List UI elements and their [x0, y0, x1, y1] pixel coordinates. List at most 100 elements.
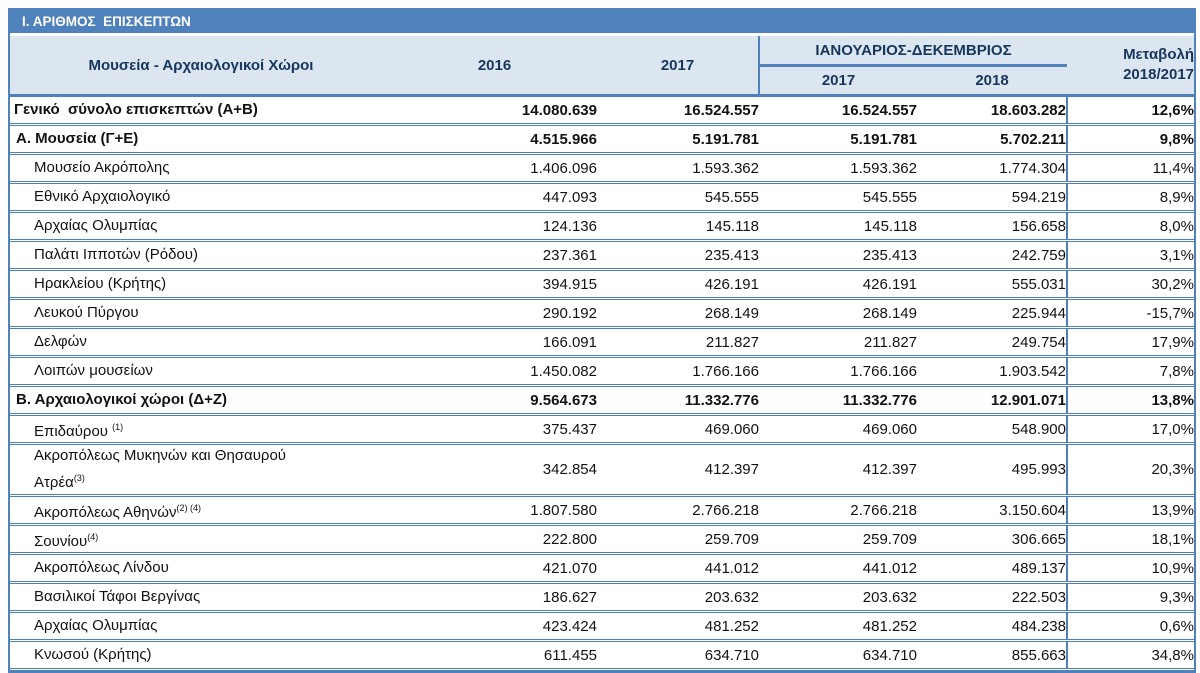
col-2017: 481.252	[597, 611, 759, 642]
col-change: 30,2%	[1066, 269, 1194, 300]
table-header: Μουσεία - Αρχαιολογικοί Χώροι 2016 2017 …	[10, 36, 1194, 97]
col-2017: 634.710	[597, 640, 759, 671]
row-label: Β. Αρχαιολογικοί χώροι (Δ+Ζ)	[10, 385, 392, 416]
col-2016: 611.455	[392, 640, 597, 671]
row-label: Επιδαύρου (1)	[10, 414, 392, 445]
table-row: Β. Αρχαιολογικοί χώροι (Δ+Ζ) 9.564.673 11.…	[10, 385, 1194, 416]
col-jd-2017: 235.413	[759, 240, 917, 271]
col-2017: 441.012	[597, 553, 759, 584]
col-2016: 4.515.966	[392, 124, 597, 155]
table-row: Παλάτι Ιπποτών (Ρόδου) 237.361 235.413 235.…	[10, 240, 1194, 271]
table-row: Α. Μουσεία (Γ+Ε) 4.515.966 5.191.781 5.191.…	[10, 124, 1194, 155]
col-change: 17,0%	[1066, 414, 1194, 445]
col-jd-2018: 156.658	[917, 211, 1067, 242]
col-2016: 9.564.673	[392, 385, 597, 416]
table-row: Επιδαύρου (1) 375.437 469.060 469.060 548.90…	[10, 414, 1194, 445]
table-row: Αρχαίας Ολυμπίας 124.136 145.118 145.118 156…	[10, 211, 1194, 242]
col-2017: 235.413	[597, 240, 759, 271]
col-change: 13,8%	[1066, 385, 1194, 416]
col-jd-2018: 5.702.211	[917, 124, 1067, 155]
col-2016: 124.136	[392, 211, 597, 242]
table-row: Αρχαίας Ολυμπίας 423.424 481.252 481.252 484…	[10, 611, 1194, 642]
column-group-january-december: ΙΑΝΟΥΑΡΙΟΣ-ΔΕΚΕΜΒΡΙΟΣ	[758, 36, 1067, 67]
col-2016: 423.424	[392, 611, 597, 642]
col-jd-2017: 481.252	[759, 611, 917, 642]
col-2017: 412.397	[597, 443, 759, 497]
col-jd-2018: 249.754	[917, 327, 1067, 358]
col-jd-2018: 225.944	[917, 298, 1067, 329]
col-2016: 342.854	[392, 443, 597, 497]
change-period: 2018/2017	[1123, 66, 1194, 83]
col-2016: 447.093	[392, 182, 597, 213]
col-2016: 1.450.082	[392, 356, 597, 387]
row-label: Λοιπών μουσείων	[10, 356, 392, 387]
col-jd-2018: 3.150.604	[917, 495, 1067, 526]
col-change: 0,6%	[1066, 611, 1194, 642]
col-2017: 1.766.166	[597, 356, 759, 387]
col-jd-2017: 11.332.776	[759, 385, 917, 416]
col-change: 3,1%	[1066, 240, 1194, 271]
col-2016: 1.406.096	[392, 153, 597, 184]
col-2017: 11.332.776	[597, 385, 759, 416]
col-jd-2017: 145.118	[759, 211, 917, 242]
table-row: Ακροπόλεως Λίνδου 421.070 441.012 441.012 48…	[10, 553, 1194, 584]
col-jd-2017: 634.710	[759, 640, 917, 671]
col-change: 12,6%	[1066, 95, 1194, 126]
section-title-banner: Ι. ΑΡΙΘΜΟΣ ΕΠΙΣΚΕΠΤΩΝ	[10, 10, 1194, 35]
table-row: Λευκού Πύργου 290.192 268.149 268.149 225.94…	[10, 298, 1194, 329]
column-subheader-jd-2018: 2018	[917, 65, 1067, 97]
table-row: Γενικό σύνολο επισκεπτών (Α+Β) 14.080.639…	[10, 95, 1194, 126]
col-jd-2018: 306.665	[917, 524, 1067, 555]
col-change: 8,0%	[1066, 211, 1194, 242]
column-subheader-jd-2017: 2017	[758, 65, 917, 97]
row-label: Αρχαίας Ολυμπίας	[10, 211, 392, 242]
col-jd-2017: 5.191.781	[759, 124, 917, 155]
change-label: Μεταβολή	[1123, 46, 1194, 63]
col-jd-2018: 555.031	[917, 269, 1067, 300]
table-row: Βασιλικοί Τάφοι Βεργίνας 186.627 203.632 20…	[10, 582, 1194, 613]
col-jd-2017: 412.397	[759, 443, 917, 497]
visitors-table-panel: Ι. ΑΡΙΘΜΟΣ ΕΠΙΣΚΕΠΤΩΝ Μουσεία - Αρχαιολο…	[8, 8, 1196, 673]
col-change: 11,4%	[1066, 153, 1194, 184]
col-jd-2018: 18.603.282	[917, 95, 1067, 126]
row-label: Ακροπόλεως Λίνδου	[10, 553, 392, 584]
col-change: 8,9%	[1066, 182, 1194, 213]
column-header-name: Μουσεία - Αρχαιολογικοί Χώροι	[10, 36, 392, 97]
col-jd-2017: 268.149	[759, 298, 917, 329]
col-jd-2018: 242.759	[917, 240, 1067, 271]
col-jd-2017: 211.827	[759, 327, 917, 358]
row-label: Γενικό σύνολο επισκεπτών (Α+Β)	[10, 95, 392, 126]
col-change: 9,8%	[1066, 124, 1194, 155]
column-header-change: Μεταβολή 2018/2017	[1067, 36, 1194, 97]
table-row: Ακροπόλεως Αθηνών(2) (4) 1.807.580 2.766.2…	[10, 495, 1194, 526]
col-2017: 16.524.557	[597, 95, 759, 126]
column-header-2016: 2016	[392, 36, 597, 97]
table-row: Εθνικό Αρχαιολογικό 447.093 545.555 545.555…	[10, 182, 1194, 213]
col-2016: 186.627	[392, 582, 597, 613]
col-2016: 14.080.639	[392, 95, 597, 126]
table-row: Δελφών 166.091 211.827 211.827 249.754 17,9%	[10, 327, 1194, 358]
col-change: 20,3%	[1066, 443, 1194, 497]
row-label: Σουνίου(4)	[10, 524, 392, 555]
col-jd-2017: 259.709	[759, 524, 917, 555]
table-row: Ηρακλείου (Κρήτης) 394.915 426.191 426.191 5…	[10, 269, 1194, 300]
col-jd-2017: 441.012	[759, 553, 917, 584]
row-label: Δελφών	[10, 327, 392, 358]
col-2016: 1.807.580	[392, 495, 597, 526]
col-jd-2018: 222.503	[917, 582, 1067, 613]
col-jd-2018: 1.774.304	[917, 153, 1067, 184]
col-jd-2018: 12.901.071	[917, 385, 1067, 416]
col-2017: 203.632	[597, 582, 759, 613]
table-body: Γενικό σύνολο επισκεπτών (Α+Β) 14.080.639…	[10, 95, 1194, 671]
col-jd-2018: 594.219	[917, 182, 1067, 213]
col-jd-2017: 1.593.362	[759, 153, 917, 184]
col-jd-2018: 495.993	[917, 443, 1067, 497]
visitors-table: Μουσεία - Αρχαιολογικοί Χώροι 2016 2017 …	[10, 36, 1194, 671]
col-change: 10,9%	[1066, 553, 1194, 584]
col-2017: 2.766.218	[597, 495, 759, 526]
col-jd-2018: 484.238	[917, 611, 1067, 642]
col-2016: 290.192	[392, 298, 597, 329]
col-2016: 375.437	[392, 414, 597, 445]
col-2017: 211.827	[597, 327, 759, 358]
col-jd-2017: 203.632	[759, 582, 917, 613]
